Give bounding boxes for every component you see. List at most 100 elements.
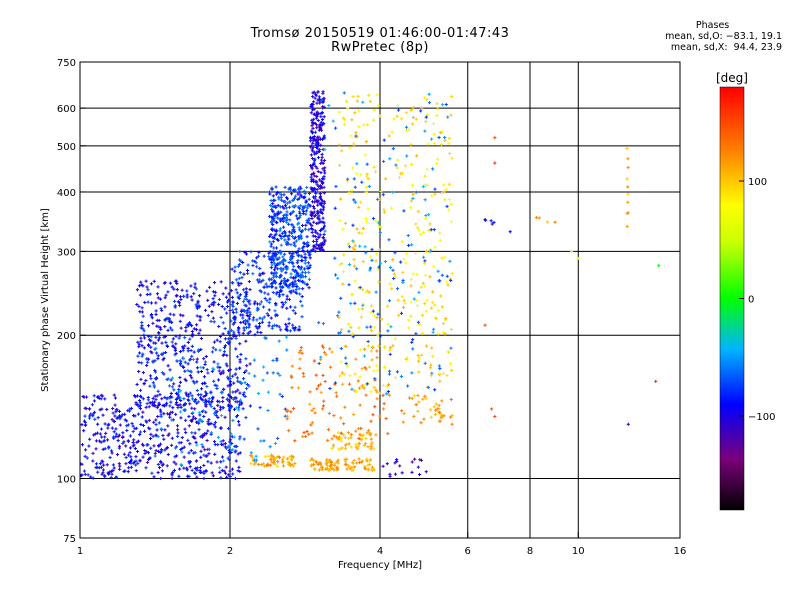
data-point bbox=[319, 355, 323, 359]
data-point bbox=[101, 460, 105, 464]
data-point bbox=[285, 210, 289, 214]
data-point bbox=[351, 94, 355, 99]
data-point bbox=[202, 414, 206, 419]
x-tick-label: 10 bbox=[572, 546, 585, 557]
data-point bbox=[110, 451, 114, 455]
data-point bbox=[134, 469, 138, 473]
data-point bbox=[152, 444, 156, 448]
data-point bbox=[378, 114, 382, 118]
data-point bbox=[375, 397, 379, 401]
data-point bbox=[193, 416, 198, 421]
data-point bbox=[244, 369, 248, 373]
data-point bbox=[217, 400, 221, 404]
data-point bbox=[337, 310, 341, 314]
data-point bbox=[139, 377, 143, 381]
data-point bbox=[308, 402, 312, 406]
data-point bbox=[349, 432, 353, 437]
data-point bbox=[165, 401, 169, 405]
data-point bbox=[263, 454, 267, 458]
data-point bbox=[211, 396, 215, 400]
y-axis-label: Stationary phase Virtual Height [km] bbox=[40, 208, 51, 392]
data-point bbox=[217, 302, 221, 307]
data-point bbox=[169, 378, 173, 382]
data-point bbox=[109, 476, 113, 480]
data-point bbox=[213, 452, 217, 456]
data-point bbox=[136, 354, 140, 358]
data-point bbox=[187, 424, 191, 428]
data-point bbox=[221, 406, 225, 410]
data-point bbox=[429, 137, 434, 141]
data-point bbox=[178, 375, 182, 380]
data-point bbox=[352, 257, 356, 262]
data-point bbox=[125, 424, 129, 428]
data-point bbox=[237, 465, 241, 469]
data-point bbox=[450, 156, 454, 160]
data-point bbox=[202, 476, 206, 481]
data-point bbox=[97, 466, 101, 470]
data-point bbox=[122, 440, 126, 444]
data-point bbox=[154, 433, 158, 437]
data-point bbox=[166, 364, 170, 368]
data-point bbox=[183, 427, 187, 431]
data-point bbox=[337, 110, 342, 114]
data-point bbox=[155, 406, 159, 410]
data-point bbox=[446, 115, 450, 119]
data-point bbox=[204, 432, 208, 436]
data-point bbox=[366, 207, 370, 211]
data-point bbox=[135, 394, 140, 398]
data-point bbox=[121, 431, 125, 435]
data-point bbox=[222, 350, 226, 354]
data-point bbox=[187, 414, 191, 419]
data-point bbox=[182, 455, 186, 459]
data-point bbox=[447, 208, 451, 212]
data-point bbox=[259, 330, 263, 335]
data-point bbox=[149, 446, 153, 450]
phase-stats-o: mean, sd,O: −83.1, 19.1 bbox=[665, 31, 782, 42]
data-point bbox=[374, 259, 378, 263]
data-point bbox=[431, 122, 436, 126]
data-point bbox=[426, 385, 430, 390]
data-point bbox=[534, 216, 539, 220]
data-point bbox=[98, 408, 102, 412]
data-point bbox=[317, 321, 321, 325]
data-point bbox=[319, 158, 324, 162]
data-point bbox=[432, 327, 436, 331]
data-point bbox=[372, 165, 376, 169]
data-point bbox=[254, 454, 258, 458]
data-point bbox=[358, 348, 362, 352]
data-point bbox=[158, 393, 162, 397]
data-point bbox=[185, 468, 189, 472]
data-point bbox=[355, 227, 359, 231]
data-point bbox=[357, 125, 361, 129]
data-point bbox=[273, 441, 278, 446]
data-point bbox=[152, 403, 156, 407]
data-point bbox=[374, 433, 378, 437]
data-point bbox=[170, 443, 174, 447]
data-point bbox=[100, 407, 104, 411]
data-point bbox=[204, 410, 208, 414]
data-point bbox=[205, 454, 209, 458]
data-point bbox=[279, 328, 283, 332]
data-point bbox=[424, 119, 428, 124]
data-point bbox=[380, 317, 384, 321]
data-point bbox=[163, 281, 167, 285]
data-point bbox=[238, 271, 242, 275]
data-point bbox=[270, 263, 274, 267]
data-point bbox=[410, 122, 415, 126]
data-point bbox=[237, 333, 242, 337]
data-point bbox=[186, 340, 190, 344]
data-point bbox=[230, 295, 235, 299]
data-point bbox=[422, 261, 426, 266]
x-tick-label: 1 bbox=[77, 546, 83, 557]
data-point bbox=[234, 372, 238, 376]
data-point bbox=[197, 427, 201, 432]
data-point bbox=[223, 441, 227, 446]
data-point bbox=[427, 101, 432, 105]
data-point bbox=[113, 396, 118, 400]
data-point bbox=[154, 351, 159, 355]
data-point bbox=[175, 424, 180, 428]
data-point bbox=[277, 339, 281, 343]
data-point bbox=[182, 294, 186, 299]
x-tick-label: 2 bbox=[227, 546, 233, 557]
data-point bbox=[151, 321, 155, 325]
